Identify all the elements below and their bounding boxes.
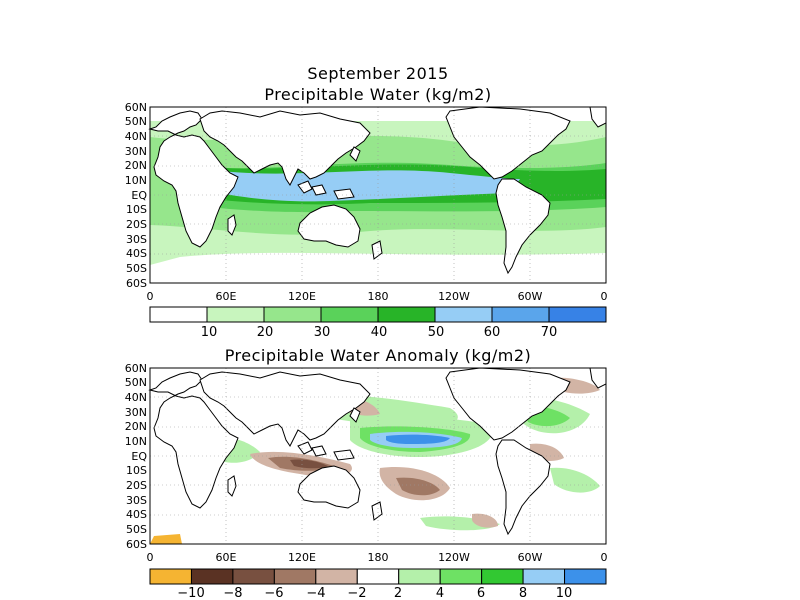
colorbar-label: 8 xyxy=(519,586,527,600)
pw-colorbar-labels: 10 20 30 40 50 60 70 xyxy=(201,325,558,340)
lon-label: 0 xyxy=(147,290,154,303)
colorbar-label: 4 xyxy=(436,586,444,600)
colorbar-label: 6 xyxy=(477,586,485,600)
lon-label: 120E xyxy=(288,551,316,564)
lat-label: 60N xyxy=(125,101,147,114)
colorbar-label: −4 xyxy=(306,586,325,600)
lat-label: EQ xyxy=(131,450,147,463)
colorbar-swatch xyxy=(491,306,550,323)
colorbar-label: 60 xyxy=(484,325,501,340)
colorbar-swatch xyxy=(398,568,441,585)
lon-label: 120W xyxy=(438,290,470,303)
lon-label: 60E xyxy=(216,290,237,303)
colorbar-swatch xyxy=(481,568,524,585)
lat-label: 30N xyxy=(125,145,147,158)
colorbar-swatch xyxy=(273,568,317,585)
pw-map-panel xyxy=(149,106,607,284)
lat-label: 50S xyxy=(126,262,147,275)
colorbar-swatch xyxy=(320,306,379,323)
anomaly-lon-labels: 0 60E 120E 180 120W 60W 0 xyxy=(147,551,608,564)
pw-lon-labels: 0 60E 120E 180 120W 60W 0 xyxy=(147,290,608,303)
colorbar-swatch xyxy=(263,306,322,323)
colorbar-label: 10 xyxy=(556,586,573,600)
lat-label: 30S xyxy=(126,494,147,507)
lon-label: 120W xyxy=(438,551,470,564)
colorbar-swatch xyxy=(232,568,275,585)
colorbar-swatch xyxy=(149,568,192,585)
colorbar-label: 10 xyxy=(201,325,218,340)
lon-label: 60W xyxy=(518,290,543,303)
lat-label: 60S xyxy=(126,277,147,290)
lat-label: 20S xyxy=(126,479,147,492)
colorbar-swatch xyxy=(439,568,483,585)
colorbar-label: −10 xyxy=(177,586,204,600)
lat-label: 20N xyxy=(125,159,147,172)
anomaly-colorbar xyxy=(149,568,607,585)
lat-label: 40S xyxy=(126,508,147,521)
colorbar-swatch xyxy=(434,306,493,323)
lat-label: EQ xyxy=(131,189,147,202)
colorbar-swatch xyxy=(377,306,436,323)
colorbar-swatch xyxy=(206,306,265,323)
anomaly-colorbar-labels: −10 −8 −6 −4 −2 2 4 6 8 10 xyxy=(177,586,572,600)
lat-label: 60S xyxy=(126,538,147,551)
lat-label: 10S xyxy=(126,203,147,216)
colorbar-swatch xyxy=(548,306,607,323)
figure-title: September 2015 xyxy=(307,64,449,83)
lat-label: 20S xyxy=(126,218,147,231)
lon-label: 0 xyxy=(601,290,608,303)
colorbar-label: 30 xyxy=(314,325,331,340)
lat-label: 30S xyxy=(126,233,147,246)
pw-colorbar xyxy=(149,306,607,323)
lat-label: 30N xyxy=(125,406,147,419)
lat-label: 40S xyxy=(126,247,147,260)
lon-label: 60E xyxy=(216,551,237,564)
lon-label: 0 xyxy=(147,551,154,564)
colorbar-label: 50 xyxy=(428,325,445,340)
lat-label: 50S xyxy=(126,523,147,536)
lon-label: 60W xyxy=(518,551,543,564)
lon-label: 180 xyxy=(368,551,389,564)
lat-label: 40N xyxy=(125,130,147,143)
lon-label: 120E xyxy=(288,290,316,303)
colorbar-label: −6 xyxy=(264,586,283,600)
anomaly-panel-title: Precipitable Water Anomaly (kg/m2) xyxy=(224,346,532,365)
colorbar-label: −2 xyxy=(347,586,366,600)
lon-label: 0 xyxy=(601,551,608,564)
lat-label: 50N xyxy=(125,376,147,389)
colorbar-label: 20 xyxy=(257,325,274,340)
colorbar-swatch xyxy=(149,306,208,323)
colorbar-swatch xyxy=(522,568,566,585)
anomaly-map-panel xyxy=(149,367,607,545)
pw-lat-labels: 60N 50N 40N 30N 20N 10N EQ 10S 20S 30S 4… xyxy=(125,101,148,290)
lat-label: 20N xyxy=(125,420,147,433)
lat-label: 10S xyxy=(126,464,147,477)
colorbar-label: 70 xyxy=(541,325,558,340)
lat-label: 40N xyxy=(125,391,147,404)
colorbar-label: −8 xyxy=(223,586,242,600)
colorbar-swatch xyxy=(190,568,234,585)
lat-label: 50N xyxy=(125,115,147,128)
colorbar-label: 40 xyxy=(371,325,388,340)
colorbar-swatch xyxy=(564,568,607,585)
lat-label: 10N xyxy=(125,435,147,448)
colorbar-swatch xyxy=(356,568,400,585)
anomaly-lat-labels: 60N 50N 40N 30N 20N 10N EQ 10S 20S 30S 4… xyxy=(125,362,148,551)
lon-label: 180 xyxy=(368,290,389,303)
colorbar-label: 2 xyxy=(394,586,402,600)
lat-label: 60N xyxy=(125,362,147,375)
colorbar-swatch xyxy=(315,568,358,585)
lat-label: 10N xyxy=(125,174,147,187)
pw-panel-title: Precipitable Water (kg/m2) xyxy=(264,85,492,104)
